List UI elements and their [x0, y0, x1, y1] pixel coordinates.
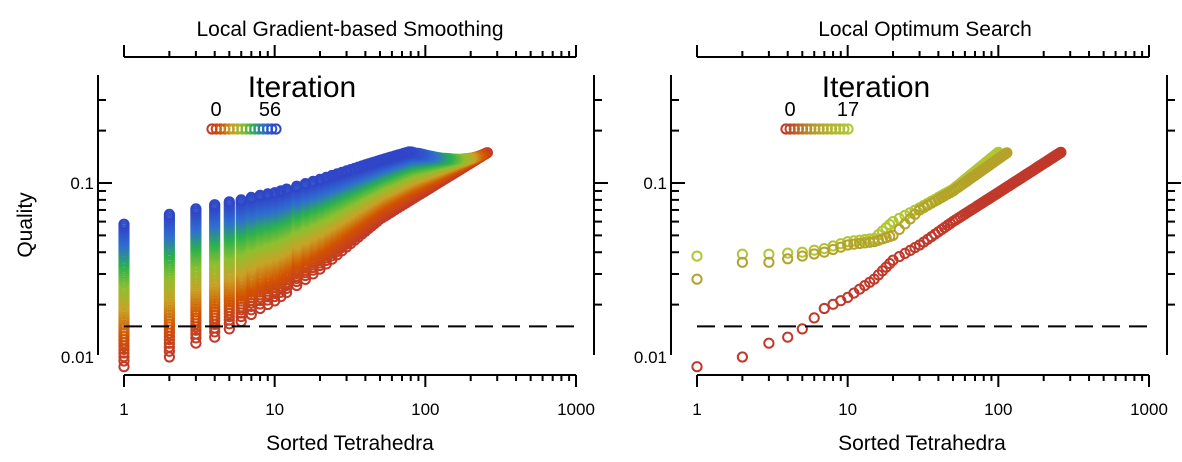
- x-tick-label: 100: [411, 400, 439, 419]
- scatter-point: [281, 183, 293, 195]
- x-tick-label: 1: [692, 400, 701, 419]
- scatter-point: [326, 169, 338, 182]
- scatter-point: [893, 223, 905, 235]
- scatter-point: [209, 199, 221, 211]
- scatter-point: [118, 218, 130, 230]
- chart-right-optimum-search: Local Optimum Search Sorted Tetrahedra 1…: [634, 18, 1181, 455]
- scatter-point: [763, 248, 775, 260]
- colorbar-min-label: 0: [210, 99, 221, 121]
- colorbar-legend: Iteration 0 17: [780, 71, 930, 135]
- scatter-point: [835, 241, 847, 253]
- scatter-point: [314, 173, 326, 185]
- scatter-point: [796, 323, 808, 335]
- scatter-point: [808, 248, 820, 260]
- scatter-marks: [118, 146, 576, 373]
- colorbar-max-label: 17: [837, 99, 859, 121]
- scatter-point: [245, 308, 257, 321]
- x-tick-label: 10: [838, 400, 857, 419]
- scatter-point: [262, 188, 274, 200]
- scatter-point: [893, 251, 905, 263]
- colorbar-legend: Iteration 0 56: [206, 71, 356, 135]
- x-axis-label: Sorted Tetrahedra: [838, 432, 1006, 455]
- scatter-point: [691, 361, 703, 373]
- scatter-point: [403, 146, 415, 158]
- colorbar-swatch: [788, 123, 800, 135]
- scatter-point: [691, 250, 703, 262]
- scatter-point: [275, 185, 287, 197]
- colorbar-title: Iteration: [248, 71, 356, 104]
- colorbar-min-label: 0: [784, 99, 795, 121]
- scatter-point: [887, 229, 899, 241]
- y-tick-label: 0.1: [643, 174, 667, 193]
- chart-left-gradient-smoothing: Local Gradient-based Smoothing Sorted Te…: [61, 18, 608, 455]
- y-tick-label: 0.01: [61, 348, 94, 367]
- scatter-point: [118, 355, 130, 367]
- scatter-point: [854, 237, 866, 250]
- colorbar-swatch: [801, 123, 813, 135]
- scatter-point: [190, 203, 202, 215]
- scatter-point: [884, 219, 896, 231]
- colorbar-swatch: [842, 123, 854, 135]
- scatter-point: [118, 351, 130, 363]
- scatter-point: [842, 239, 854, 251]
- y-tick-label: 0.01: [634, 348, 667, 367]
- scatter-point: [235, 194, 247, 206]
- scatter-point: [808, 244, 820, 256]
- y-tick-label: 0.1: [70, 174, 94, 193]
- chart-title: Local Gradient-based Smoothing: [196, 18, 503, 41]
- scatter-point: [763, 256, 775, 268]
- scatter-point: [307, 175, 319, 187]
- scatter-point: [796, 246, 808, 258]
- scatter-point: [782, 247, 794, 259]
- scatter-point: [848, 238, 860, 250]
- scatter-point: [884, 258, 896, 270]
- scatter-point: [782, 331, 794, 343]
- scatter-point: [893, 212, 905, 224]
- scatter-point: [808, 312, 820, 324]
- x-axis-label: Sorted Tetrahedra: [266, 432, 434, 455]
- scatter-point: [691, 273, 703, 285]
- scatter-point: [842, 236, 854, 248]
- scatter-point: [163, 208, 175, 220]
- scatter-point: [736, 351, 749, 363]
- scatter-point: [163, 341, 175, 353]
- scatter-point: [818, 302, 830, 315]
- scatter-point: [763, 337, 775, 349]
- scatter-point: [320, 171, 332, 183]
- scatter-point: [223, 318, 235, 330]
- scatter-point: [782, 253, 794, 265]
- colorbar-swatch: [825, 123, 838, 135]
- x-tick-label: 1000: [1130, 400, 1168, 419]
- chart-title: Local Optimum Search: [818, 18, 1032, 41]
- scatter-point: [1001, 147, 1013, 159]
- colorbar-swatch: [266, 123, 278, 135]
- scatter-point: [118, 347, 130, 359]
- scatter-point: [887, 216, 899, 228]
- scatter-point: [1055, 146, 1067, 158]
- scatter-point: [736, 256, 749, 268]
- colorbar-swatch: [270, 123, 282, 135]
- axes: 1 10 100 1000 0.01 0.1: [634, 45, 1181, 419]
- scatter-point: [190, 332, 202, 344]
- colorbar-title: Iteration: [822, 71, 930, 104]
- colorbar-swatch: [813, 123, 825, 135]
- x-tick-label: 10: [265, 400, 284, 419]
- axes: 1 10 100 1000 0.01 0.1: [61, 45, 608, 419]
- scatter-point: [736, 248, 749, 260]
- x-tick-label: 100: [984, 400, 1012, 419]
- scatter-point: [223, 196, 235, 208]
- scatter-point: [835, 238, 847, 250]
- scatter-point: [331, 168, 343, 180]
- y-axis-label: Quality: [14, 192, 37, 258]
- x-tick-label: 1000: [557, 400, 595, 419]
- scatter-point: [269, 187, 281, 199]
- scatter-marks: [691, 146, 1149, 373]
- scatter-point: [163, 345, 175, 357]
- x-tick-label: 1: [119, 400, 128, 419]
- scatter-point: [796, 250, 808, 262]
- colorbar-swatch: [838, 123, 850, 135]
- scatter-point: [254, 189, 266, 201]
- colorbar-max-label: 56: [259, 99, 281, 121]
